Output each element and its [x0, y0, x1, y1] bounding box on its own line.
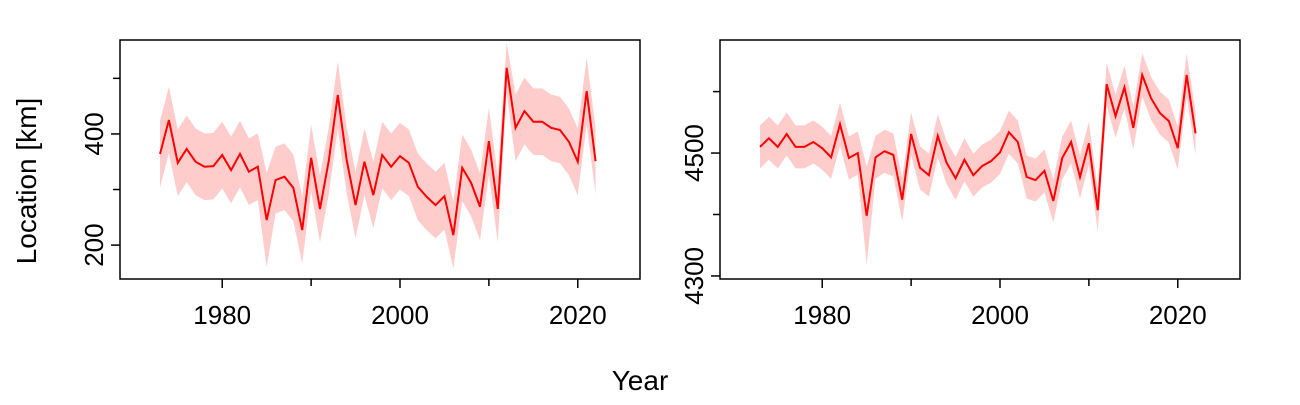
y-axis-label: Location [km]	[11, 98, 42, 265]
confidence-band	[760, 53, 1196, 265]
y-tick-label: 4500	[679, 124, 709, 182]
y-tick-label: 4300	[679, 247, 709, 305]
y-tick-label: 400	[79, 112, 109, 155]
line	[759, 71, 1197, 216]
x-tick-label: 1980	[193, 300, 251, 330]
line	[159, 67, 597, 236]
plot-frame	[719, 39, 1241, 280]
y-tick-label: 200	[79, 223, 109, 266]
x-tick-label: 2020	[1149, 300, 1207, 330]
x-tick-label: 2000	[371, 300, 429, 330]
x-tick-label: 2000	[971, 300, 1029, 330]
plot-frame	[119, 39, 641, 280]
x-tick-label: 2020	[549, 300, 607, 330]
x-axis-label: Year	[612, 365, 669, 396]
x-tick-label: 1980	[793, 300, 851, 330]
